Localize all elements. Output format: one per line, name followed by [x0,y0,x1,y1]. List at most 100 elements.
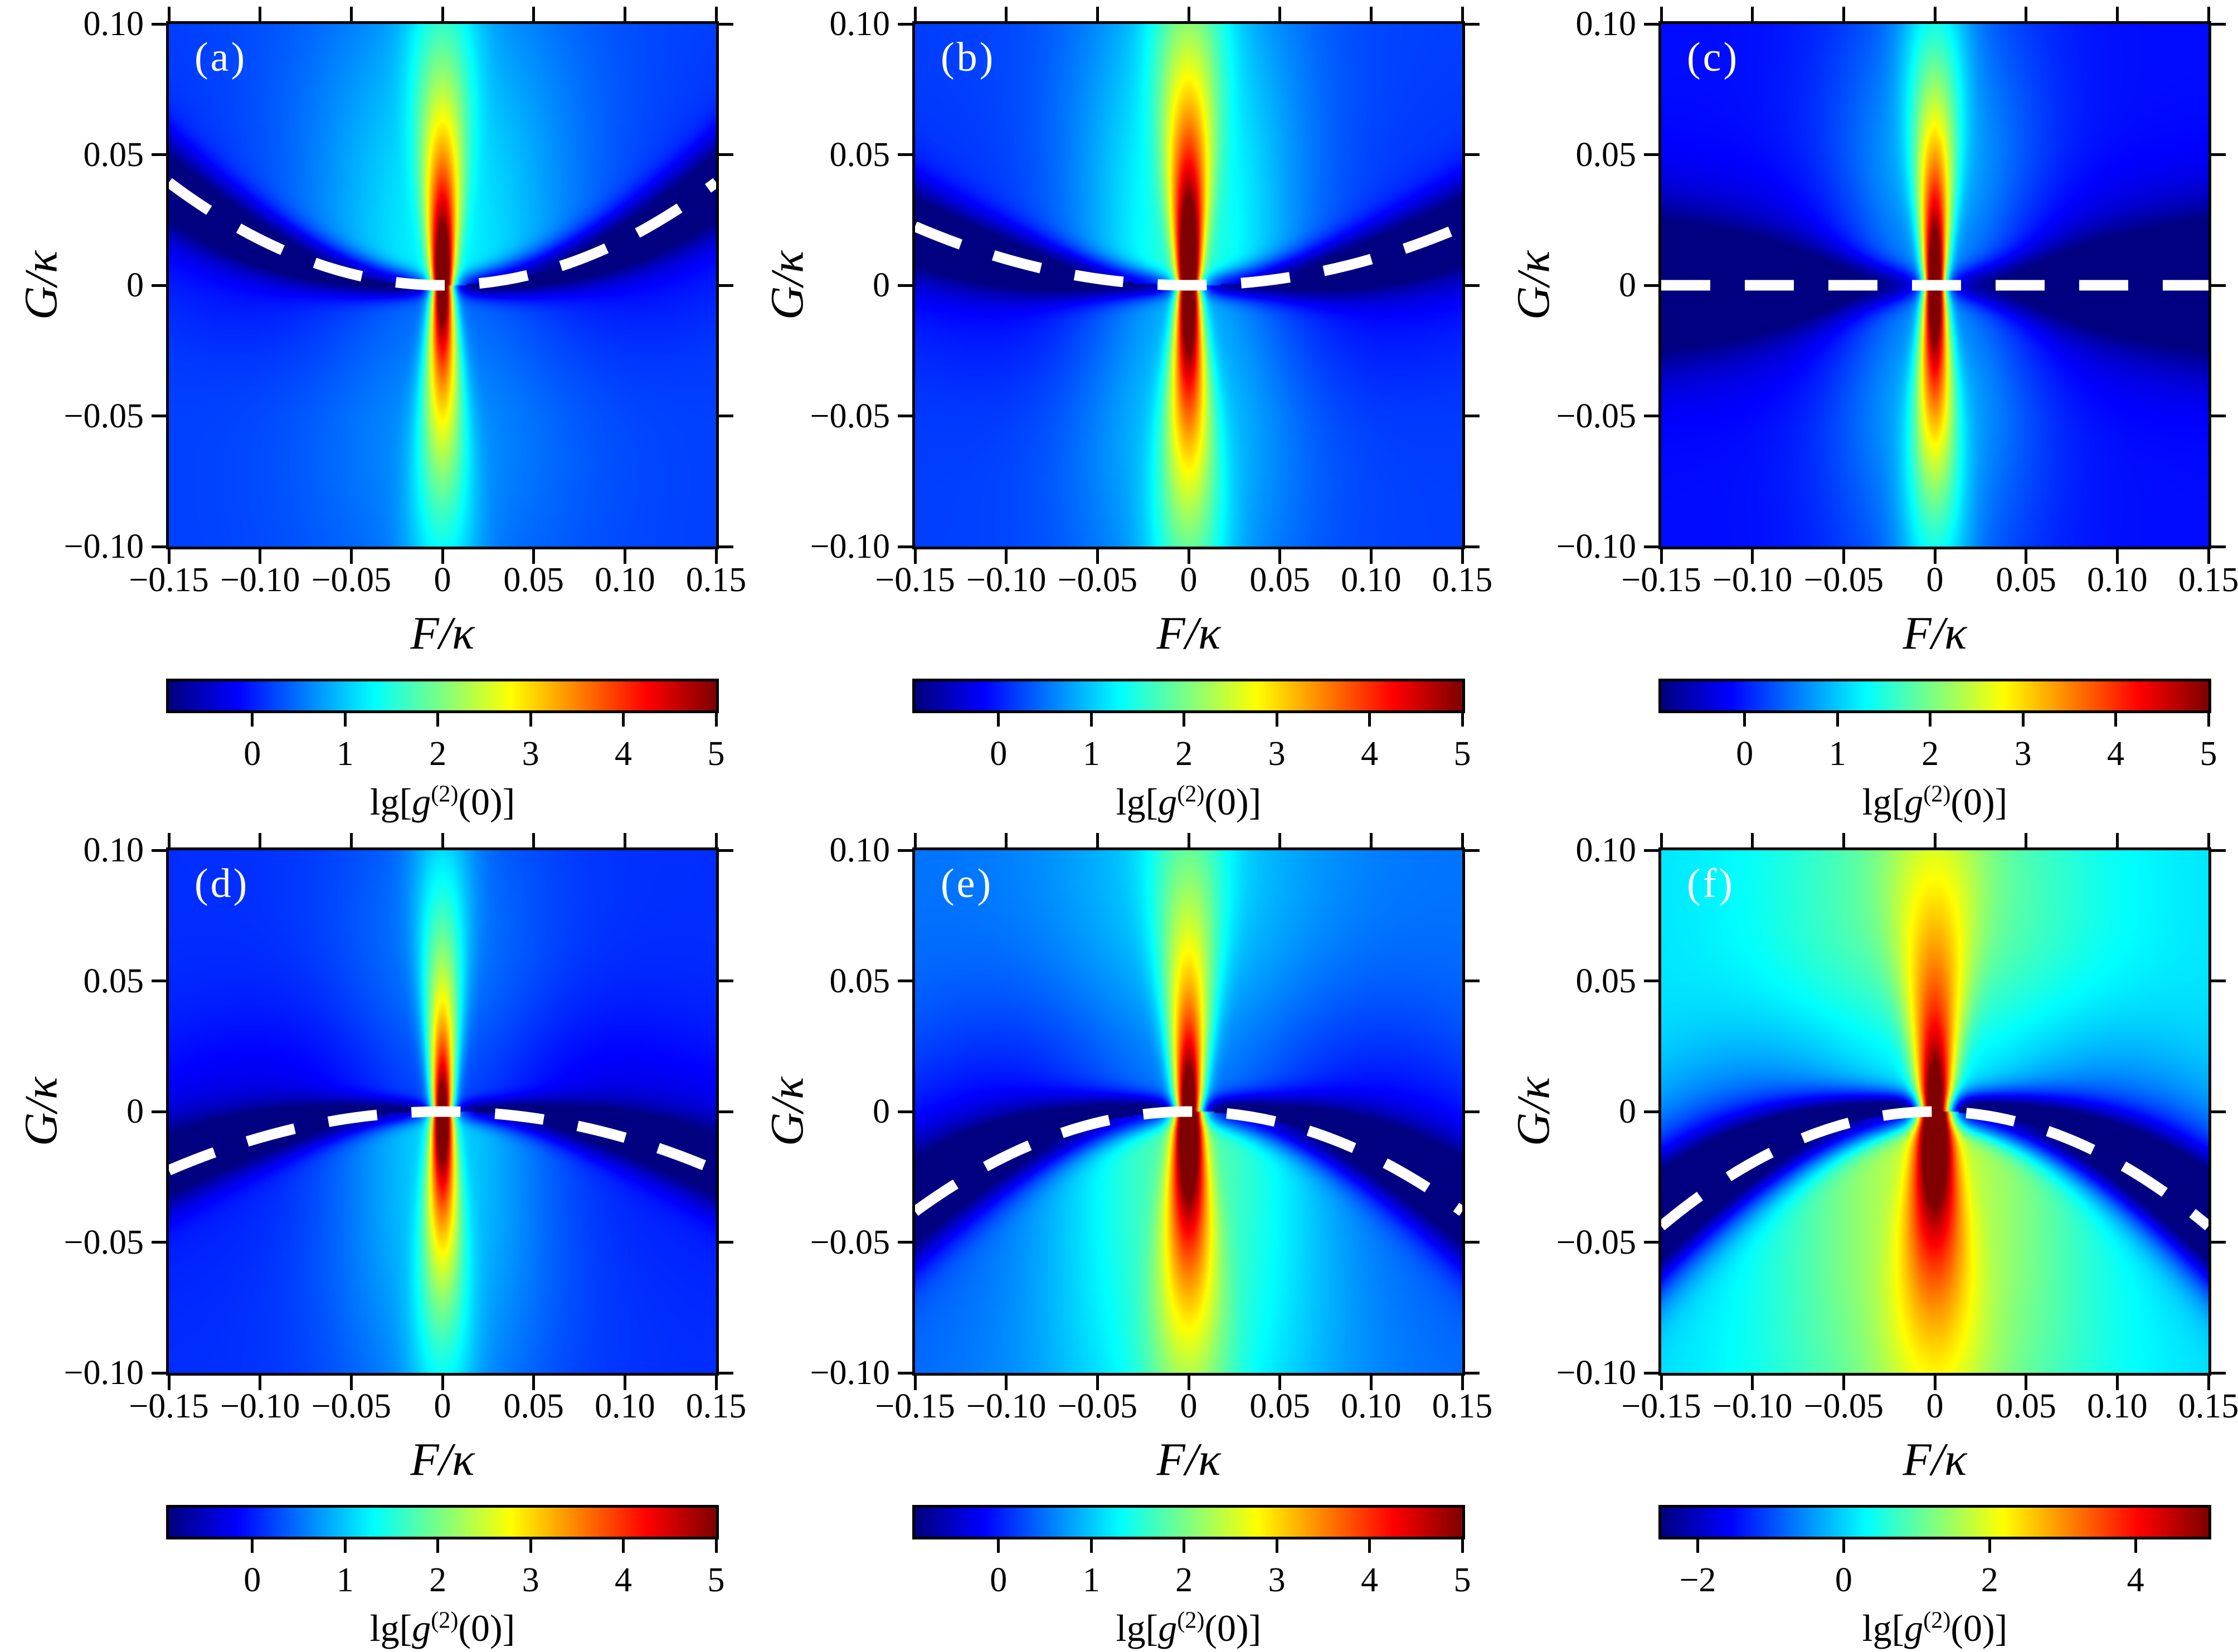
colorbar-tick-label: 2 [1921,735,1939,773]
dashed-curve [1661,280,2208,291]
x-tick-label: 0 [434,1387,451,1425]
x-tick-label: 0.10 [1341,1387,1402,1425]
x-tick-label: 0 [434,561,451,599]
plot-area: (d) [166,847,719,1376]
y-tick-mark-right [2211,545,2226,548]
x-tick-mark-top [1005,7,1008,21]
dashed-curve [1661,1106,2208,1231]
x-tick-label: −0.15 [1621,1387,1701,1425]
x-tick-label: 0 [1180,561,1198,599]
y-tick-label: 0 [127,266,144,304]
x-tick-mark [714,549,718,564]
x-axis-label: F/κ [1903,1434,1967,1485]
x-tick-label: −0.05 [311,1387,392,1425]
x-tick-mark-top [1933,7,1937,21]
y-tick-label: −0.10 [1556,528,1636,566]
y-tick-label: 0.05 [83,135,144,174]
x-tick-label: 0 [1926,1387,1944,1425]
y-tick-mark [898,1241,912,1244]
x-tick-mark [441,1376,444,1390]
colorbar-canvas [1661,681,2208,710]
x-tick-mark [1187,549,1190,564]
y-tick-mark-right [2211,1241,2226,1244]
x-tick-mark-top [441,7,444,21]
y-tick-mark [152,153,166,156]
panel-letter: (d) [194,861,250,907]
colorbar-tick-label: 4 [2127,1561,2144,1599]
y-tick-mark [152,545,166,548]
y-tick-mark-right [719,415,733,417]
y-tick-label: −0.10 [810,1354,890,1392]
colorbar-tick-mark [1183,713,1186,727]
panel-letter: (a) [194,35,247,80]
x-tick-mark [1751,1376,1754,1390]
x-tick-label: 0.10 [595,561,655,599]
y-tick-mark [152,1241,166,1244]
x-tick-label: 0.05 [1996,1387,2056,1425]
y-tick-label: −0.05 [810,397,890,435]
y-tick-mark [152,22,166,26]
colorbar-tick-label: 2 [429,1561,447,1599]
panel-e: G/κ (e) F/κ lg[g(2)(0)] −0.15 −0.10 −0.05 0… [746,826,1492,1652]
x-tick-mark [1005,549,1008,564]
y-tick-mark [152,1110,166,1113]
y-tick-label: −0.10 [64,1354,144,1392]
y-tick-label: 0.10 [829,5,891,43]
y-tick-label: 0.10 [83,831,144,869]
colorbar-tick-mark [251,713,254,727]
y-tick-mark [1644,153,1658,156]
colorbar-tick-mark [1089,713,1093,727]
colorbar-label: lg[g(2)(0)] [1862,1607,2008,1649]
colorbar-tick-label: 0 [990,735,1008,773]
x-tick-label: 0 [1180,1387,1198,1425]
y-tick-label: 0.05 [829,135,891,174]
dashed-curve [169,178,716,291]
x-tick-label: −0.15 [129,561,209,599]
y-tick-mark [898,979,912,982]
y-tick-mark [1644,1110,1658,1113]
x-tick-mark [1842,1376,1845,1390]
y-tick-label: 0 [127,1093,144,1130]
y-tick-mark [1644,1371,1658,1375]
x-tick-mark-top [1660,833,1663,847]
y-tick-mark [1644,415,1658,417]
y-tick-mark [898,415,912,417]
x-tick-label: 0.15 [1432,1387,1493,1425]
x-axis-label: F/κ [410,1434,475,1485]
y-tick-mark-right [2211,979,2226,982]
x-tick-mark-top [1751,7,1754,21]
x-tick-mark-top [1751,833,1754,847]
x-tick-label: −0.15 [875,561,955,599]
x-tick-mark [2025,549,2028,564]
colorbar-tick-label: 3 [522,735,539,773]
colorbar-tick-label: 0 [1736,735,1754,773]
y-tick-mark-right [1465,545,1480,548]
x-tick-mark [167,549,171,564]
x-tick-mark-top [441,833,444,847]
y-tick-label: −0.10 [1556,1354,1636,1392]
x-axis-label: F/κ [1903,607,1967,659]
x-tick-label: 0.15 [1432,561,1493,599]
x-tick-mark-top [349,7,353,21]
colorbar [1658,679,2211,713]
x-tick-label: 0.15 [2178,1387,2238,1425]
colorbar-tick-label: 0 [244,1561,261,1599]
y-tick-mark [898,284,912,287]
colorbar-tick-mark [1743,713,1746,727]
x-tick-mark-top [913,833,917,847]
panel-b: G/κ (b) F/κ lg[g(2)(0)] −0.15 −0.10 −0.05 0… [746,0,1492,826]
y-tick-mark-right [719,22,733,26]
colorbar-tick-mark [622,1539,625,1553]
colorbar-canvas [1661,1508,2208,1537]
y-tick-mark [1644,1241,1658,1244]
y-tick-mark [152,849,166,852]
x-tick-mark [1660,1376,1663,1390]
y-tick-mark-right [719,153,733,156]
colorbar-tick-label: 2 [429,735,447,773]
x-tick-mark-top [532,833,536,847]
y-tick-mark-right [1465,979,1480,982]
colorbar-label: lg[g(2)(0)] [369,1607,515,1649]
panel-f: G/κ (f) F/κ lg[g(2)(0)] −0.15 −0.10 −0.05 0… [1492,826,2238,1652]
y-tick-mark-right [1465,1110,1480,1113]
